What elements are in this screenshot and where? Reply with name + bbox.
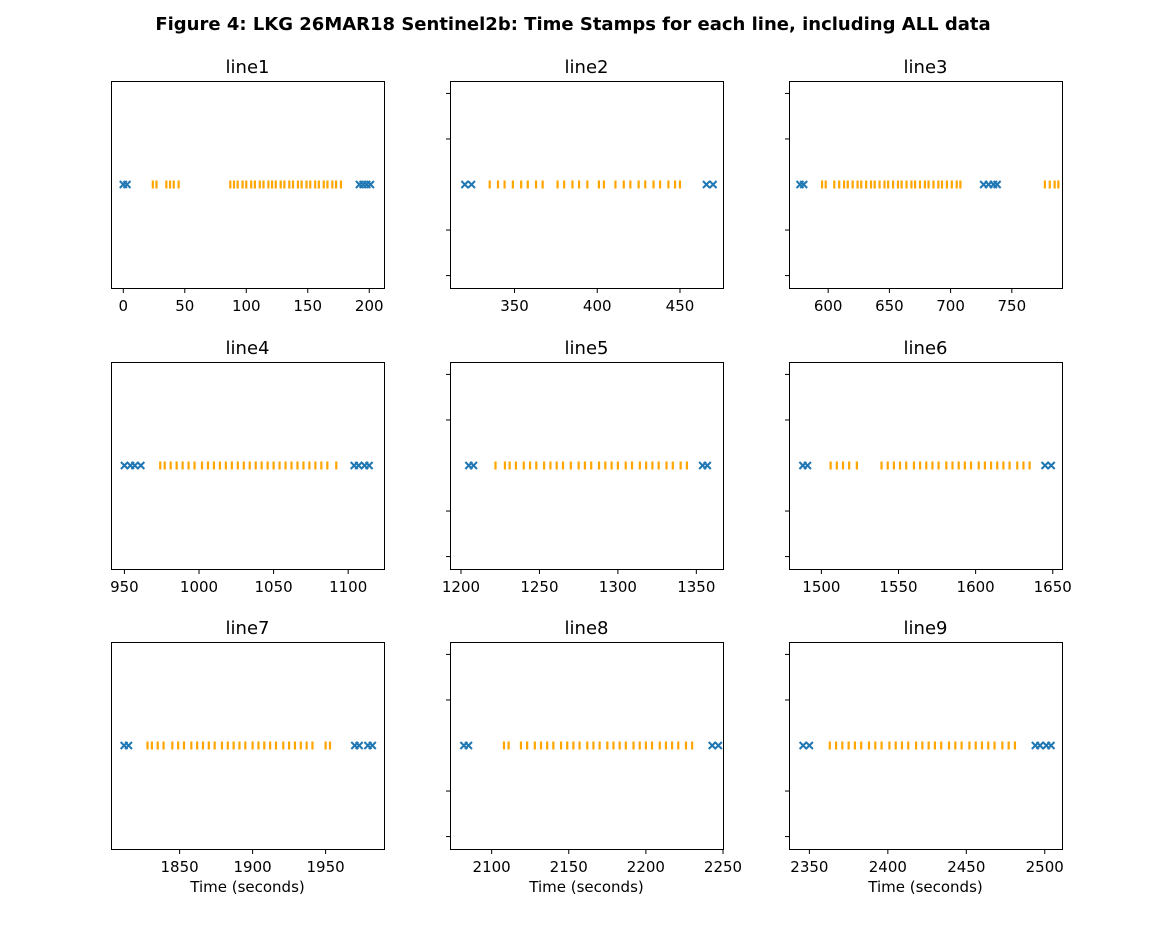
subplot-title: line8 xyxy=(565,618,609,639)
x-tick-label: 650 xyxy=(875,297,904,315)
excluded-point xyxy=(366,180,375,189)
excluded-point xyxy=(136,461,146,470)
subplot-line3: line3 600 650 700 750 xyxy=(785,57,1063,315)
subplot-title: line2 xyxy=(565,57,609,78)
excluded-point xyxy=(708,180,718,189)
axes-frame xyxy=(450,81,724,289)
subplot-line6: line6 1500 1550 1600 1650 xyxy=(785,338,1072,596)
axes-frame xyxy=(111,81,385,289)
excluded-point xyxy=(702,180,711,189)
x-tick-label: 1550 xyxy=(879,578,917,596)
subplot-line9: line9 2350 2400 2450 2500 Time (seconds) xyxy=(785,618,1064,896)
axes-frame xyxy=(111,362,385,570)
x-tick-label: 1500 xyxy=(802,578,840,596)
excluded-point xyxy=(368,741,377,750)
subplot-line5: line5 1200 1250 1300 1350 xyxy=(442,338,724,596)
excluded-point xyxy=(460,180,470,189)
x-tick-label: 1900 xyxy=(234,858,272,876)
subplot-title: line1 xyxy=(226,57,270,78)
subplot-line1: line1 0 50 100 150 200 xyxy=(111,57,385,315)
x-tick-label: 1100 xyxy=(329,578,367,596)
x-tick-label: 1650 xyxy=(1034,578,1072,596)
x-tick-label: 2200 xyxy=(627,858,665,876)
x-tick-label: 1250 xyxy=(520,578,558,596)
subplot-title: line5 xyxy=(565,338,609,359)
x-tick-label: 50 xyxy=(175,297,194,315)
axes-frame xyxy=(111,642,385,850)
subplot-line8: line8 2100 2150 2200 2250 Time (seconds) xyxy=(446,618,742,896)
x-tick-label: 450 xyxy=(666,297,695,315)
x-tick-label: 0 xyxy=(119,297,129,315)
axes-frame xyxy=(789,362,1063,570)
excluded-point xyxy=(703,461,712,470)
excluded-point xyxy=(1035,741,1045,750)
excluded-point xyxy=(1046,741,1056,750)
subplot-title: line7 xyxy=(226,618,270,639)
x-tick-label: 150 xyxy=(293,297,322,315)
subplot-title: line9 xyxy=(904,618,948,639)
excluded-point xyxy=(124,741,133,750)
x-tick-label: 750 xyxy=(997,297,1026,315)
axes-frame xyxy=(450,642,724,850)
x-tick-label: 600 xyxy=(814,297,843,315)
excluded-point xyxy=(467,180,476,189)
axes-frame xyxy=(789,642,1063,850)
x-tick-label: 2350 xyxy=(790,858,828,876)
x-tick-label: 1300 xyxy=(599,578,637,596)
excluded-point xyxy=(354,741,364,750)
x-tick-label: 100 xyxy=(232,297,261,315)
subplot-title: line3 xyxy=(904,57,948,78)
excluded-point xyxy=(464,741,473,750)
subplot-line4: line4 950 1000 1050 1100 xyxy=(110,338,385,596)
subplot-title: line4 xyxy=(226,338,270,359)
excluded-point xyxy=(992,180,1002,189)
axes-frame xyxy=(450,362,724,570)
x-tick-label: 2450 xyxy=(947,858,985,876)
excluded-point xyxy=(798,741,808,750)
x-tick-label: 1200 xyxy=(442,578,480,596)
x-tick-label: 1850 xyxy=(161,858,199,876)
x-axis-label: Time (seconds) xyxy=(867,878,983,896)
x-tick-label: 2250 xyxy=(704,858,742,876)
x-axis-label: Time (seconds) xyxy=(189,878,305,896)
x-tick-label: 700 xyxy=(936,297,965,315)
excluded-point xyxy=(122,180,132,189)
x-tick-label: 200 xyxy=(355,297,384,315)
excluded-point xyxy=(805,741,814,750)
excluded-point xyxy=(364,461,374,470)
excluded-point xyxy=(714,741,723,750)
x-axis-label: Time (seconds) xyxy=(528,878,644,896)
excluded-point xyxy=(803,461,812,470)
excluded-point xyxy=(1040,461,1050,470)
figure-title: Figure 4: LKG 26MAR18 Sentinel2b: Time S… xyxy=(155,14,991,35)
x-tick-label: 2500 xyxy=(1026,858,1064,876)
axes-frame xyxy=(789,81,1063,289)
x-tick-label: 400 xyxy=(583,297,612,315)
x-tick-label: 1000 xyxy=(180,578,218,596)
x-tick-label: 2400 xyxy=(869,858,907,876)
subplot-line2: line2 350 400 450 xyxy=(446,57,724,315)
x-tick-label: 2100 xyxy=(473,858,511,876)
x-tick-label: 2150 xyxy=(550,858,588,876)
excluded-point xyxy=(707,741,717,750)
x-tick-label: 1350 xyxy=(677,578,715,596)
x-tick-label: 1050 xyxy=(255,578,293,596)
excluded-point xyxy=(799,180,808,189)
x-tick-label: 950 xyxy=(110,578,139,596)
subplot-title: line6 xyxy=(904,338,948,359)
x-tick-label: 1600 xyxy=(957,578,995,596)
excluded-point xyxy=(469,461,478,470)
x-tick-label: 350 xyxy=(500,297,529,315)
x-tick-label: 1950 xyxy=(307,858,345,876)
excluded-point xyxy=(1046,461,1056,470)
